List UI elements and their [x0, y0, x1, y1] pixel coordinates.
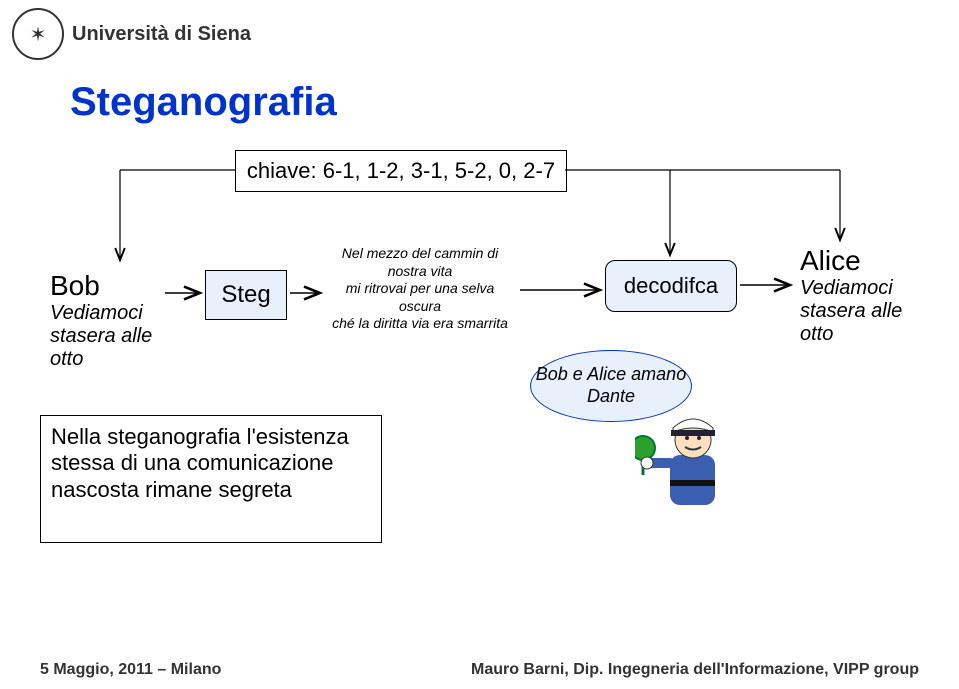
footer-right: Mauro Barni, Dip. Ingegneria dell'Inform…	[471, 661, 919, 679]
page-title: Steganografia	[70, 80, 337, 125]
alice-name: Alice	[800, 245, 930, 277]
university-header: ✶ Università di Siena	[12, 8, 251, 60]
key-box: chiave: 6-1, 1-2, 3-1, 5-2, 0, 2-7	[235, 150, 567, 192]
steg-box: Steg	[205, 270, 287, 320]
logo-icon: ✶	[12, 8, 64, 60]
decode-box: decodifca	[605, 260, 737, 312]
alice-block: Alice Vediamoci stasera alle otto	[800, 245, 930, 346]
alice-subtitle: Vediamoci stasera alle otto	[800, 277, 930, 346]
bob-block: Bob Vediamoci stasera alle otto	[50, 270, 170, 371]
footer: 5 Maggio, 2011 – Milano Mauro Barni, Dip…	[40, 661, 919, 679]
university-name: Università di Siena	[72, 23, 251, 46]
message-box: Nella steganografia l'esistenza stessa d…	[40, 415, 382, 543]
bob-subtitle: Vediamoci stasera alle otto	[50, 302, 170, 371]
diagram-area: chiave: 6-1, 1-2, 3-1, 5-2, 0, 2-7 Bob V…	[40, 150, 920, 530]
cover-text: Nel mezzo del cammin di nostra vitami ri…	[325, 245, 515, 333]
bob-name: Bob	[50, 270, 170, 302]
footer-left: 5 Maggio, 2011 – Milano	[40, 661, 221, 679]
policeman-icon	[635, 400, 745, 520]
